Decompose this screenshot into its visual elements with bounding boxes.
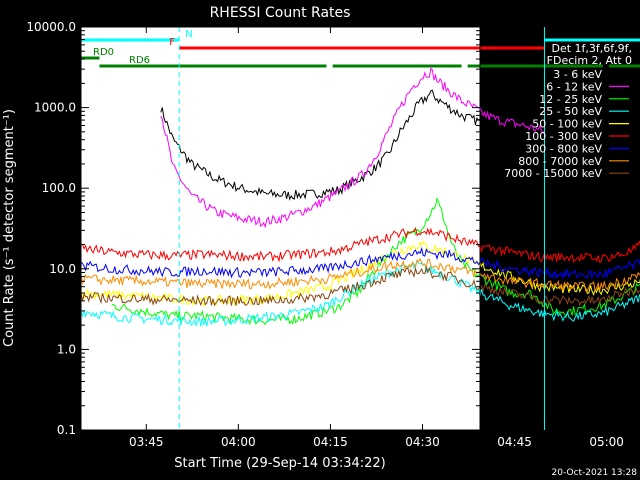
series-line-8 <box>80 265 640 307</box>
x-axis-label: Start Time (29-Sep-14 03:34:22) <box>174 456 385 471</box>
y-tick-label-3: 100.0 <box>42 181 76 195</box>
legend-header-0: Det 1f,3f,6f,9f, <box>551 42 632 55</box>
state-label-RD0: RD0 <box>93 47 114 58</box>
legend-label-6: 300 - 800 keV <box>525 142 602 155</box>
series-layer <box>80 67 640 328</box>
y-tick-label-1: 1.0 <box>57 342 76 356</box>
legend-label-7: 800 - 7000 keV <box>518 155 602 168</box>
legend-label-2: 12 - 25 keV <box>539 93 602 106</box>
y-axis-label: Count Rate (s⁻¹ detector segment⁻¹) <box>2 109 17 347</box>
legend: Det 1f,3f,6f,9f,FDecim 2, Att 03 - 6 keV… <box>504 42 632 180</box>
footer-timestamp: 20-Oct-2021 13:28 <box>552 468 638 478</box>
legend-label-0: 3 - 6 keV <box>553 68 602 81</box>
series-line-6 <box>80 246 640 280</box>
legend-label-5: 100 - 300 keV <box>525 130 602 143</box>
legend-label-4: 50 - 100 keV <box>532 118 602 131</box>
series-line-5 <box>80 226 640 263</box>
x-tick-label-0: 03:45 <box>129 435 164 449</box>
x-tick-label-4: 04:45 <box>497 435 532 449</box>
state-bars: NF RD0 RD6 <box>81 29 640 68</box>
y-tick-label-4: 1000.0 <box>34 101 76 115</box>
x-tick-label-2: 04:15 <box>313 435 348 449</box>
state-label-RD6: RD6 <box>129 55 150 66</box>
y-tick-label-5: 10000.0 <box>26 20 76 34</box>
x-tick-label-3: 04:30 <box>405 435 440 449</box>
series-line-3 <box>80 260 640 328</box>
x-tick-label-1: 04:00 <box>221 435 256 449</box>
legend-label-8: 7000 - 15000 keV <box>504 167 602 180</box>
chart-title: RHESSI Count Rates <box>210 5 351 21</box>
plot-frame <box>80 26 481 431</box>
plot-area <box>81 27 480 430</box>
legend-header-1: FDecim 2, Att 0 <box>547 54 632 67</box>
x-tick-label-5: 05:00 <box>589 435 624 449</box>
state-label-N: N <box>185 29 192 40</box>
legend-label-1: 6 - 12 keV <box>546 80 602 93</box>
axes: 03:45 04:00 04:15 04:30 04:45 05:00 0.1 1.0 10.0… <box>26 20 624 449</box>
legend-label-3: 25 - 50 keV <box>539 105 602 118</box>
state-label-F: F <box>169 37 175 48</box>
vertical-markers <box>178 27 545 430</box>
y-tick-label-2: 10.0 <box>49 262 76 276</box>
series-line-7 <box>80 257 640 293</box>
y-tick-label-0: 0.1 <box>57 423 76 437</box>
